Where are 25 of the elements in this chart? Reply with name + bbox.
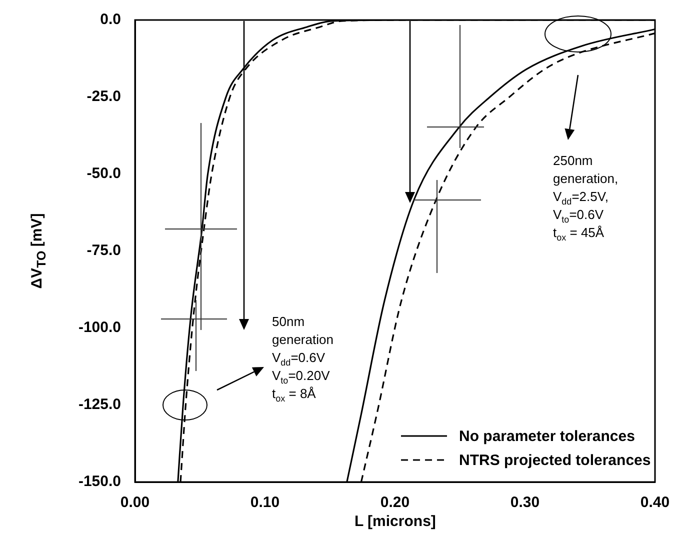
legend-label: NTRS projected tolerances (459, 452, 651, 468)
x-tick-label: 0.40 (640, 494, 670, 512)
y-tick-label: -75.0 (86, 242, 121, 260)
annotation: V$_{to}$=0.6V (553, 207, 604, 225)
y-tick-label: -100.0 (78, 319, 121, 336)
y-tick-label: -150.0 (78, 473, 121, 490)
annotation: generation (272, 331, 334, 349)
y-tick-label: -25.0 (86, 88, 121, 106)
annotation: V$_{dd}$=2.5V, (553, 189, 608, 207)
x-tick-label: 0.30 (510, 494, 540, 512)
y-tick-label: 0.0 (100, 11, 121, 28)
y-tick-label: -125.0 (78, 396, 121, 414)
x-axis-title: L [microns] (354, 513, 436, 530)
annotation: V$_{to}$=0.20V (272, 368, 330, 386)
x-tick-label: 0.20 (380, 494, 410, 512)
annotation: generation, (553, 170, 618, 188)
x-tick-label: 0.00 (120, 494, 150, 512)
x-tick-label: 0.10 (250, 494, 280, 512)
annotation: 250nm (553, 152, 593, 170)
annotation: t$_{ox}$ = 8Å (272, 385, 316, 406)
annotation: V$_{dd}$=0.6V (272, 350, 326, 368)
legend-label: No parameter tolerances (459, 428, 635, 444)
annotation: t$_{ox}$ = 45Å (553, 224, 604, 245)
y-tick-label: -50.0 (86, 165, 121, 182)
annotation: 50nm (272, 313, 305, 331)
